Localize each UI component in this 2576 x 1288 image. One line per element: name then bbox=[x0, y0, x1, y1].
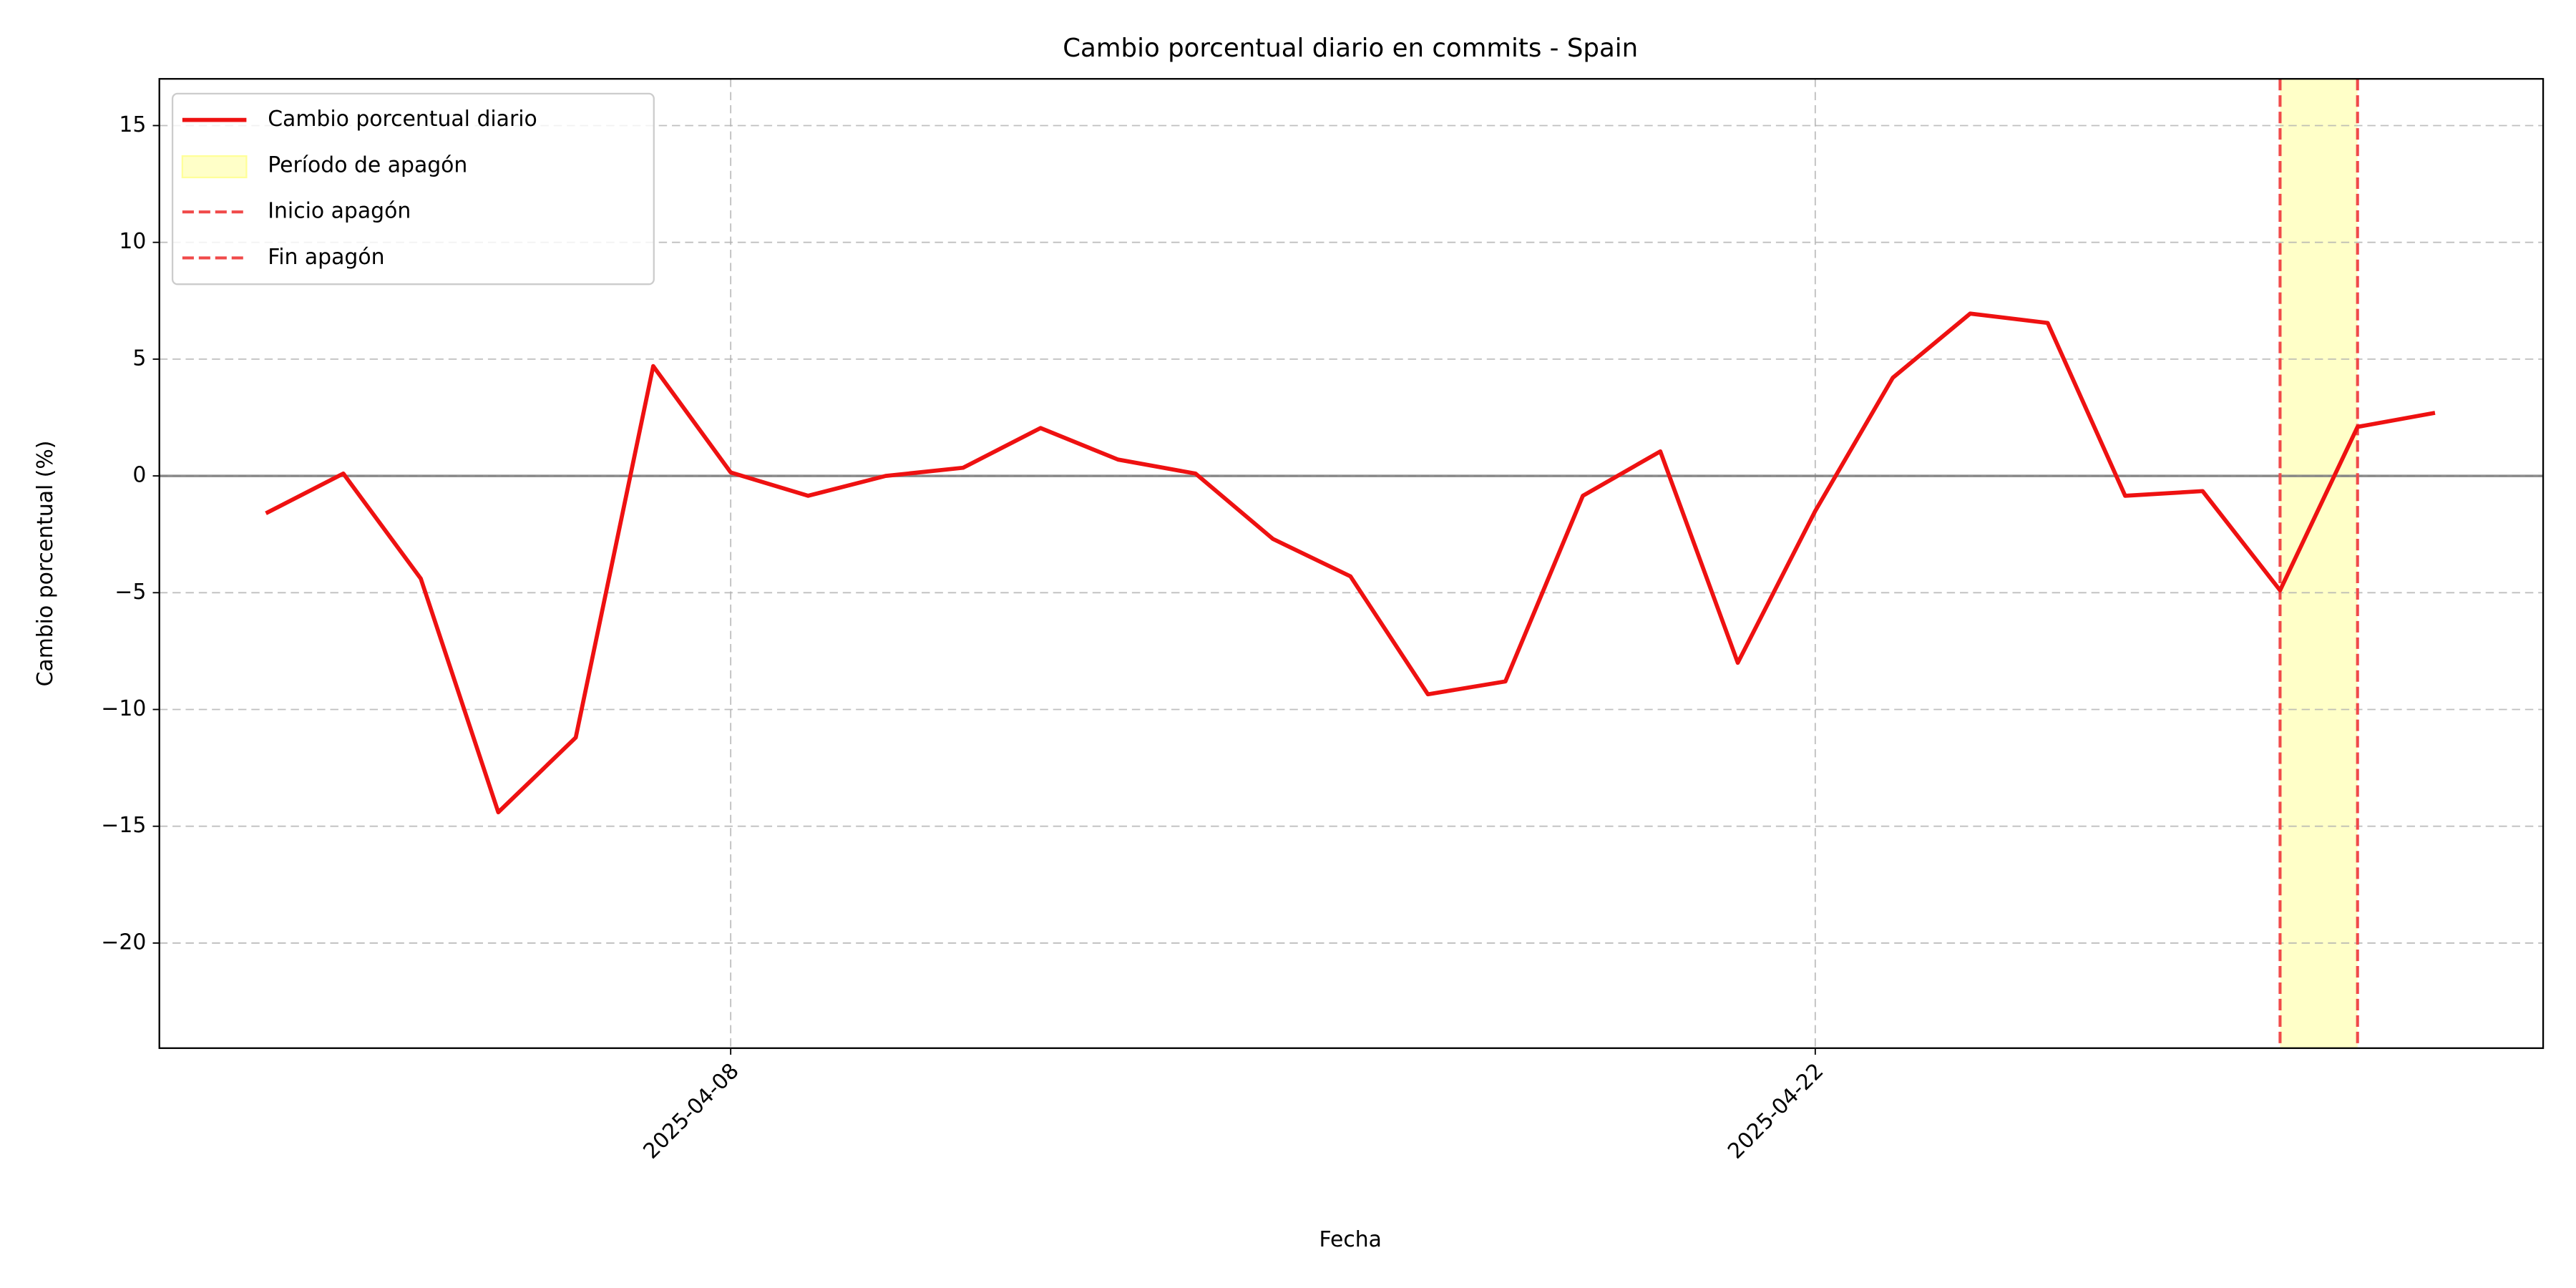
y-tick-label: −10 bbox=[101, 696, 146, 721]
plot-frame bbox=[158, 78, 2545, 1049]
y-tick-label: −5 bbox=[114, 580, 146, 605]
series-line bbox=[265, 311, 2436, 814]
y-tick-label: 15 bbox=[119, 112, 146, 137]
y-tick-label: 10 bbox=[119, 229, 146, 254]
legend-label: Fin apagón bbox=[268, 245, 384, 270]
y-tick-label: 5 bbox=[132, 346, 146, 371]
legend-swatch bbox=[181, 155, 248, 179]
legend-label: Inicio apagón bbox=[268, 199, 411, 224]
legend: Cambio porcentual diario Período de apagó… bbox=[171, 92, 655, 286]
y-tick-label: −20 bbox=[101, 930, 146, 955]
legend-label: Período de apagón bbox=[268, 152, 467, 177]
y-axis-label: Cambio porcentual (%) bbox=[33, 441, 58, 687]
y-tick-label: −15 bbox=[101, 813, 146, 838]
legend-box bbox=[171, 92, 655, 286]
x-axis-label: Fecha bbox=[1319, 1227, 1382, 1252]
chart-title: Cambio porcentual diario en commits - Sp… bbox=[1063, 34, 1638, 63]
y-tick-label: 0 bbox=[132, 463, 146, 488]
legend-label: Cambio porcentual diario bbox=[268, 107, 537, 132]
